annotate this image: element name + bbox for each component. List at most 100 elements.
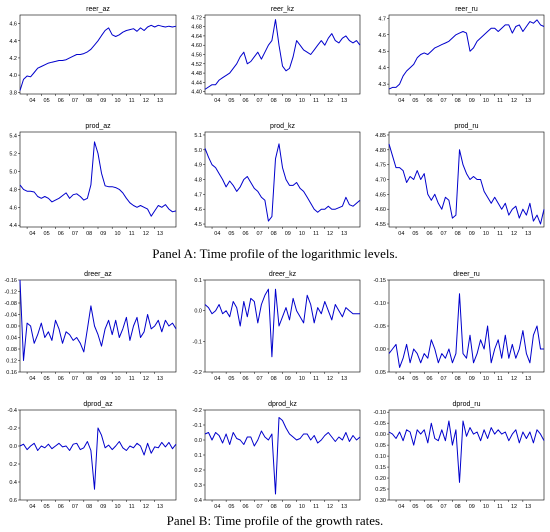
x-tick-label: 07 bbox=[72, 231, 78, 237]
x-tick-label: 06 bbox=[58, 504, 64, 510]
y-tick-label: 4.8 bbox=[9, 187, 17, 193]
x-tick-label: 07 bbox=[441, 98, 447, 104]
x-tick-label: 06 bbox=[242, 98, 248, 104]
x-tick-label: 04 bbox=[398, 504, 404, 510]
y-tick-label: 5.0 bbox=[194, 148, 202, 154]
y-tick-label: 0.25 bbox=[375, 487, 386, 493]
x-tick-label: 12 bbox=[143, 98, 149, 104]
chart-dreer-az: dreer_az -0.16 -0.12 -0.08 -0.04 0.00 0.04 0.08… bbox=[4, 271, 177, 382]
x-tick-label: 11 bbox=[313, 231, 319, 237]
y-tick-label: 0.1 bbox=[194, 278, 202, 284]
y-tick-label: 4.70 bbox=[375, 178, 386, 184]
x-tick-label: 10 bbox=[299, 376, 305, 382]
x-tick-label: 05 bbox=[44, 504, 50, 510]
y-tick-label: 0.12 bbox=[6, 359, 17, 365]
x-tick-label: 05 bbox=[44, 231, 50, 237]
chart-title: dprod_az bbox=[83, 401, 113, 408]
x-tick-label: 07 bbox=[441, 504, 447, 510]
plot-frame bbox=[19, 279, 177, 373]
y-tick-label: 4.85 bbox=[375, 133, 386, 139]
y-tick-label: -0.16 bbox=[4, 278, 17, 284]
y-tick-label: 4.6 bbox=[9, 205, 17, 211]
series-line-dreer-kz bbox=[204, 288, 360, 358]
x-tick-label: 05 bbox=[228, 98, 234, 104]
x-tick-label: 10 bbox=[299, 231, 305, 237]
x-tick-label: 13 bbox=[525, 98, 531, 104]
chart-dprod-az: dprod_az -0.4 -0.2 0.0 0.2 0.4 0.6 04 05 06 07 08 09… bbox=[8, 401, 177, 510]
x-tick-label: 10 bbox=[483, 504, 489, 510]
chart-prod-az: prod_az 4.4 4.6 4.8 5.0 5.2 5.4 04 05 06 07 08 09 10 1… bbox=[9, 123, 177, 237]
y-tick-label: 0.30 bbox=[375, 498, 386, 504]
x-tick-label: 04 bbox=[29, 504, 35, 510]
y-tick-label: 4.5 bbox=[194, 222, 202, 228]
x-tick-label: 13 bbox=[157, 98, 163, 104]
x-tick-label: 05 bbox=[228, 504, 234, 510]
x-tick-label: 10 bbox=[299, 504, 305, 510]
y-tick-label: 0.2 bbox=[9, 462, 17, 468]
x-tick-label: 07 bbox=[257, 98, 263, 104]
y-tick-label: 4.60 bbox=[191, 43, 202, 49]
y-tick-label: -0.10 bbox=[373, 301, 386, 307]
x-tick-label: 04 bbox=[214, 504, 220, 510]
x-tick-label: 11 bbox=[129, 504, 135, 510]
y-tick-label: 0.00 bbox=[375, 432, 386, 438]
chart-title: dreer_kz bbox=[269, 271, 297, 278]
x-tick-label: 08 bbox=[455, 98, 461, 104]
x-tick-label: 12 bbox=[511, 231, 517, 237]
series-line-reer-az bbox=[19, 24, 177, 91]
y-tick-label: 4.6 bbox=[378, 33, 386, 39]
plot-frame bbox=[388, 131, 545, 228]
y-tick-label: 0.0 bbox=[194, 309, 202, 315]
y-tick-label: 4.6 bbox=[194, 207, 202, 213]
y-tick-label: 0.05 bbox=[375, 443, 386, 449]
charts-layer: reer_az 3.8 4.0 4.2 4.4 4.6 04 05 06 07 08 09 10 11 12… bbox=[4, 6, 545, 510]
series-line-reer-kz bbox=[204, 19, 361, 90]
y-tick-label: 0.6 bbox=[9, 498, 17, 504]
chart-reer-ru: reer_ru 4.3 4.4 4.5 4.6 4.7 04 05 06 07 08 09 10 11 12… bbox=[378, 6, 545, 104]
x-tick-label: 06 bbox=[242, 504, 248, 510]
x-tick-label: 08 bbox=[86, 98, 92, 104]
y-tick-label: 5.2 bbox=[9, 152, 17, 158]
y-tick-label: -0.1 bbox=[193, 339, 202, 345]
plot-frame bbox=[204, 279, 361, 373]
y-tick-label: 0.04 bbox=[6, 336, 17, 342]
y-tick-label: 5.1 bbox=[194, 133, 202, 139]
y-tick-label: 4.65 bbox=[375, 192, 386, 198]
x-tick-label: 09 bbox=[100, 231, 106, 237]
series-line-prod-ru bbox=[388, 143, 545, 225]
x-tick-label: 13 bbox=[341, 98, 347, 104]
x-tick-label: 12 bbox=[327, 376, 333, 382]
x-tick-label: 09 bbox=[469, 376, 475, 382]
caption-panel-b: Panel B: Time profile of the growth rate… bbox=[167, 513, 384, 528]
x-tick-label: 07 bbox=[257, 231, 263, 237]
x-tick-label: 07 bbox=[257, 376, 263, 382]
x-tick-label: 11 bbox=[313, 98, 319, 104]
x-tick-label: 08 bbox=[455, 504, 461, 510]
x-tick-label: 10 bbox=[114, 231, 120, 237]
y-tick-label: 0.2 bbox=[194, 468, 202, 474]
x-tick-label: 05 bbox=[412, 231, 418, 237]
series-line-dprod-az bbox=[19, 427, 177, 490]
chart-prod-kz: prod_kz 4.5 4.6 4.7 4.8 4.9 5.0 5.1 04 05 06 07 08 09… bbox=[194, 123, 361, 237]
chart-title: prod_ru bbox=[454, 123, 478, 130]
x-tick-label: 13 bbox=[157, 376, 163, 382]
x-tick-label: 13 bbox=[525, 504, 531, 510]
chart-prod-ru: prod_ru 4.55 4.60 4.65 4.70 4.75 4.80 4.85 04 05 0… bbox=[375, 123, 545, 237]
y-tick-label: 4.72 bbox=[191, 15, 202, 21]
chart-dreer-kz: dreer_kz 0.1 0.0 -0.1 -0.2 04 05 06 07 08 09 10 11 12… bbox=[193, 271, 361, 382]
y-tick-label: 0.00 bbox=[375, 347, 386, 353]
y-tick-label: 4.4 bbox=[9, 39, 17, 45]
x-tick-label: 11 bbox=[497, 376, 503, 382]
x-tick-label: 05 bbox=[44, 376, 50, 382]
x-tick-label: 04 bbox=[29, 231, 35, 237]
series-line-dprod-kz bbox=[204, 417, 361, 495]
y-tick-label: 0.0 bbox=[9, 444, 17, 450]
x-tick-label: 08 bbox=[455, 231, 461, 237]
y-tick-label: -0.2 bbox=[193, 408, 202, 414]
y-tick-label: 0.20 bbox=[375, 476, 386, 482]
x-tick-label: 07 bbox=[72, 376, 78, 382]
y-tick-label: 4.3 bbox=[378, 82, 386, 88]
x-tick-label: 12 bbox=[511, 376, 517, 382]
x-tick-label: 06 bbox=[58, 231, 64, 237]
y-tick-label: -0.2 bbox=[8, 426, 17, 432]
